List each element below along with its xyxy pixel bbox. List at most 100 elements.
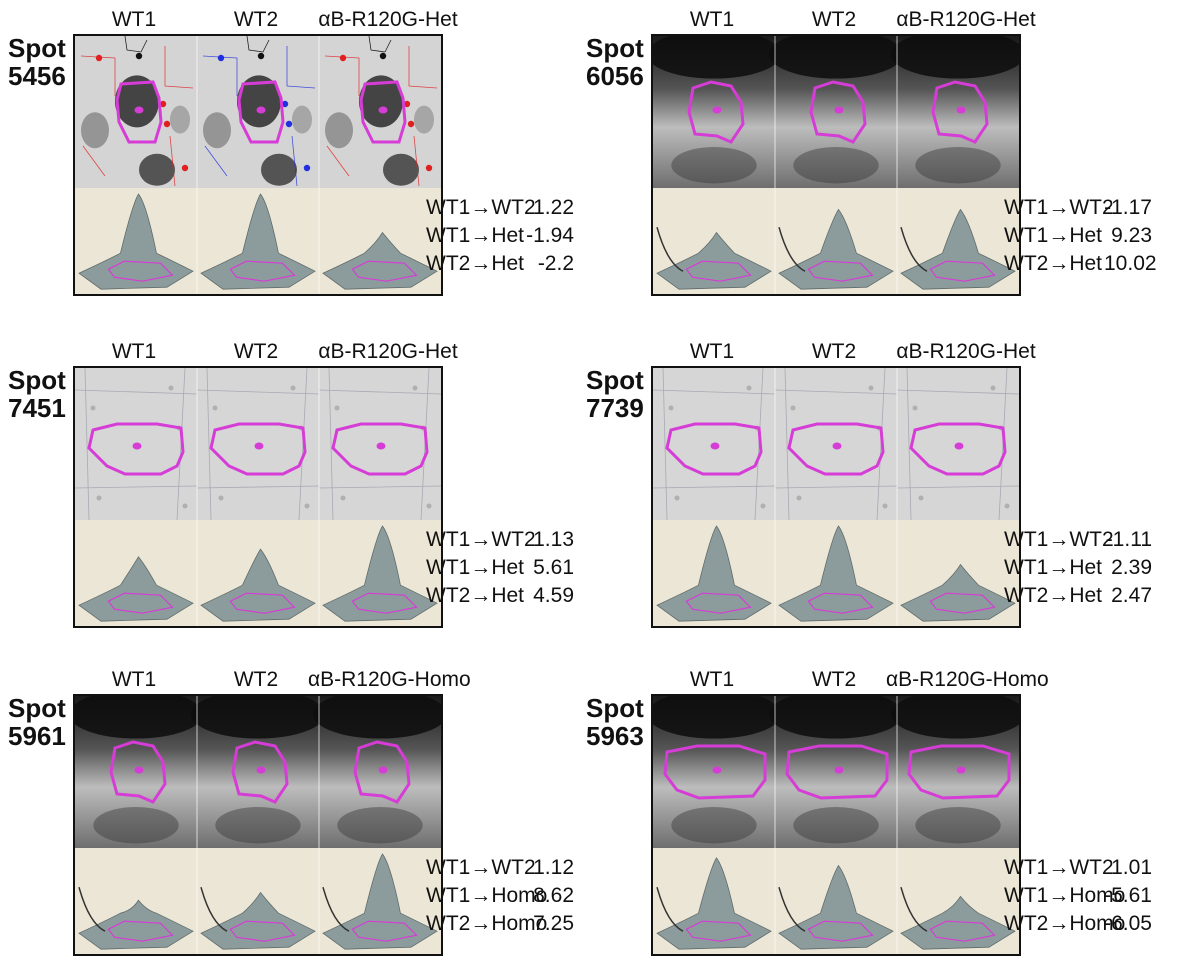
comparison-label: WT1→WT2 [426,528,536,551]
gel-figure [653,36,1019,294]
image-frame [73,694,443,956]
stat-row: WT1→WT2 1.22 [426,194,574,222]
surface-plot [900,886,1016,950]
gel-image [768,36,904,188]
fold-change-stats: WT1→WT2 -1.11 WT1→Het 2.39 WT2→Het 2.47 [1004,526,1152,610]
spot-center-marker [834,766,844,774]
column-header: WT1 [689,340,735,363]
gel-figure [75,696,441,954]
stat-row: WT1→WT2 1.13 [426,526,574,554]
stat-row: WT2→Het 10.02 [1004,250,1157,278]
spot-center-marker [712,766,722,774]
surface-outline [807,592,874,614]
spot-label: Spot 5961 [8,694,66,750]
spot-number: 5961 [8,721,66,751]
surface-outline [685,920,752,942]
fold-change-value: 1.13 [533,528,574,551]
column-header: WT1 [111,8,157,31]
column-header: αB-R120G-Het [318,8,458,31]
spot-outline [809,80,867,144]
spot-center-marker [832,442,842,450]
surface-plot [656,525,772,622]
fold-change-value: -1.11 [1105,528,1152,551]
stat-row: WT1→Homo -5.61 [1004,882,1152,910]
comparison-label: WT1→WT2 [1004,856,1114,879]
spot-outline [209,422,307,476]
fold-change-stats: WT1→WT2 -1.17 WT1→Het 9.23 WT2→Het 10.02 [1004,194,1157,278]
spot-outline [687,80,745,144]
fold-change-value: 2.39 [1111,556,1152,579]
column-header: αB-R120G-Het [896,340,1036,363]
spot-word: Spot [586,693,644,723]
fold-change-value: 1.22 [533,196,574,219]
spot-outline [353,740,411,804]
spot-center-marker [134,766,144,774]
gel-image [653,368,776,521]
comparison-label: WT2→Homo [1004,912,1126,935]
surface-outline [685,592,752,614]
stat-row: WT1→Het 2.39 [1004,554,1152,582]
gel-image [768,696,904,848]
surface-outline [107,920,174,942]
stat-row: WT1→WT2 -1.17 [1004,194,1152,222]
comparison-label: WT2→Het [1004,252,1103,275]
spot-center-marker [834,106,844,114]
spot-outline [331,422,429,476]
column-header: WT2 [233,340,279,363]
fold-change-value: 1.01 [1111,856,1152,879]
gel-figure [653,368,1019,626]
comparison-label: WT1→WT2 [426,196,536,219]
spot-outline [87,422,185,476]
spot-outline [237,80,285,144]
fold-change-value: 10.02 [1104,252,1157,275]
surface-outline [107,592,174,614]
image-frame [73,34,443,296]
column-header: WT2 [811,8,857,31]
spot-outline [785,744,889,800]
fold-change-value: -2.2 [537,252,574,275]
column-header: WT2 [811,340,857,363]
spot-number: 7451 [8,393,66,423]
fold-change-stats: WT1→WT2 1.01 WT1→Homo -5.61 WT2→Homo -6.05 [1004,854,1152,938]
stat-row: WT1→WT2 1.12 [426,854,574,882]
comparison-label: WT1→Het [1004,224,1103,247]
surface-plot [322,231,438,290]
spot-word: Spot [8,693,66,723]
fold-change-value: 4.59 [533,584,574,607]
comparison-label: WT1→Het [426,556,525,579]
spot-center-marker [256,106,266,114]
column-header: αB-R120G-Homo [308,668,471,691]
comparison-label: WT2→Het [1004,584,1103,607]
gel-image [197,36,319,188]
surface-plot [322,853,438,950]
image-frame [73,366,443,628]
column-header: WT2 [233,8,279,31]
fold-change-value: 8.62 [533,884,574,907]
surface-outline [229,592,296,614]
spot-outline [787,422,885,476]
fold-change-value: -1.17 [1104,196,1152,219]
comparison-label: WT1→Homo [426,884,548,907]
surface-outline [351,592,418,614]
spot-label: Spot 5456 [8,34,66,90]
comparison-label: WT1→WT2 [426,856,536,879]
comparison-label: WT1→WT2 [1004,528,1114,551]
surface-plot [200,548,316,622]
image-frame [651,366,1021,628]
spot-number: 5456 [8,61,66,91]
surface-plot [900,563,1016,622]
gel-figure [653,696,1019,954]
fold-change-stats: WT1→WT2 1.22 WT1→Het -1.94 WT2→Het -2.2 [426,194,574,278]
comparison-label: WT1→Homo [1004,884,1126,907]
gel-image [896,368,1019,521]
gel-image [75,36,197,188]
spot-number: 6056 [586,61,644,91]
comparison-label: WT1→WT2 [1004,196,1114,219]
spot-outline [663,744,767,800]
spot-center-marker [954,442,964,450]
fold-change-value: -6.05 [1104,912,1152,935]
surface-plot [78,556,194,622]
spot-outline [115,80,163,144]
spot-center-marker [378,106,388,114]
spot-word: Spot [586,33,644,63]
